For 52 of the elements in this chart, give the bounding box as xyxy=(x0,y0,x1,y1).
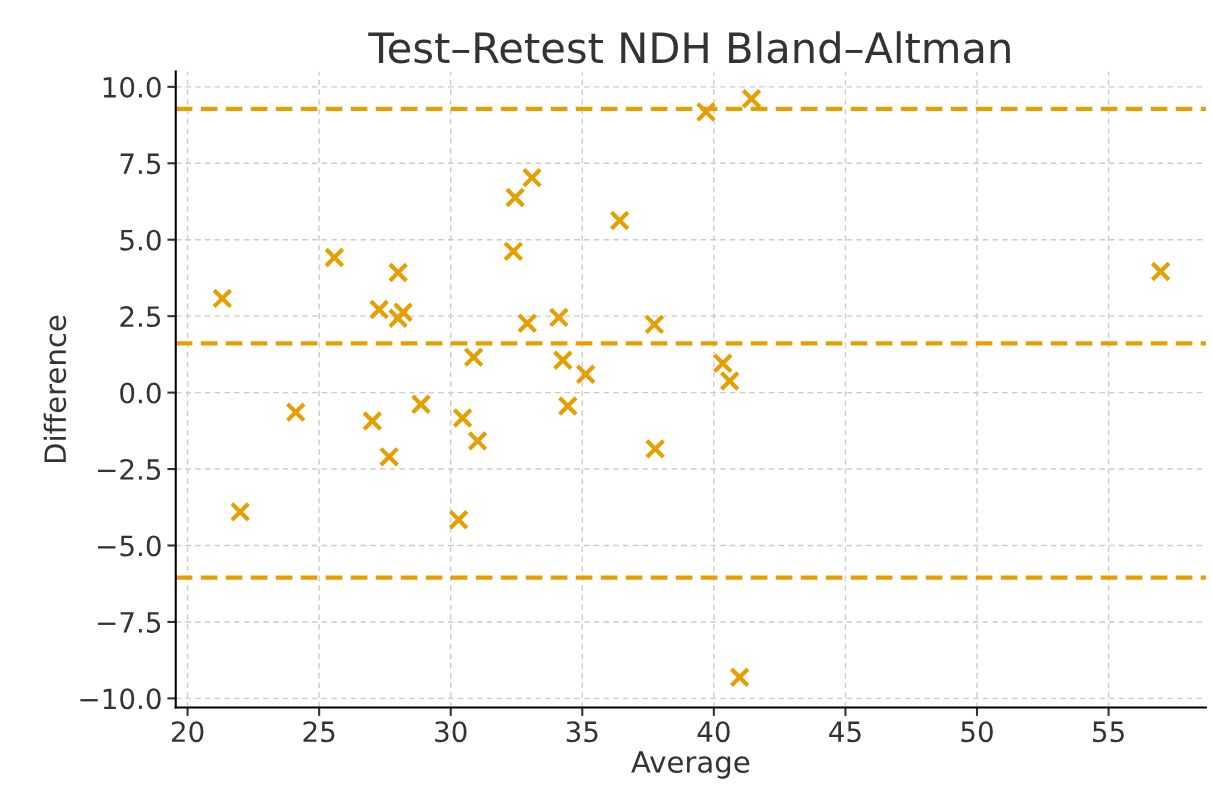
point xyxy=(503,241,524,262)
point xyxy=(387,308,409,329)
point xyxy=(609,210,630,231)
y-tick-label: 5.0 xyxy=(120,229,161,251)
y-tick-label: −2.5 xyxy=(98,458,161,480)
point xyxy=(467,430,488,452)
point xyxy=(695,101,717,123)
point xyxy=(644,438,666,460)
point xyxy=(229,501,251,523)
point xyxy=(324,247,345,268)
y-tick-label: 2.5 xyxy=(120,306,161,328)
point xyxy=(392,301,414,323)
point xyxy=(362,410,383,432)
point xyxy=(552,349,574,371)
point xyxy=(521,167,543,188)
point xyxy=(452,407,473,429)
x-tick-label: 35 xyxy=(566,721,598,743)
chart-title: Test–Retest NDH Bland–Altman xyxy=(368,31,1010,64)
point xyxy=(285,401,307,423)
point xyxy=(741,88,762,110)
x-tick-label: 40 xyxy=(697,721,730,743)
x-tick-label: 55 xyxy=(1093,721,1124,743)
point xyxy=(719,370,740,392)
point xyxy=(504,187,526,208)
point xyxy=(368,299,390,320)
x-tick-label: 20 xyxy=(171,721,204,743)
y-tick-label: −7.5 xyxy=(98,612,161,633)
y-tick-label: 0.0 xyxy=(120,382,161,404)
x-tick-label: 50 xyxy=(961,721,993,743)
point xyxy=(1150,261,1171,282)
y-tick-label: −5.0 xyxy=(98,535,161,557)
x-axis-title: Average xyxy=(631,751,750,779)
y-tick-label: 10.0 xyxy=(103,76,161,98)
y-tick-label: 7.5 xyxy=(120,153,161,175)
point xyxy=(557,395,579,417)
point xyxy=(410,393,432,415)
point xyxy=(378,446,400,468)
point xyxy=(712,352,734,374)
point xyxy=(212,288,233,309)
y-axis-title: Difference xyxy=(43,315,67,463)
point xyxy=(463,346,484,368)
y-tick-label: −10.0 xyxy=(80,688,161,710)
point xyxy=(548,307,570,328)
point xyxy=(448,509,469,531)
point xyxy=(387,262,409,283)
point xyxy=(516,312,538,334)
x-tick-label: 45 xyxy=(829,721,861,743)
point xyxy=(575,363,597,385)
x-tick-label: 30 xyxy=(435,721,467,743)
point xyxy=(729,666,750,688)
point xyxy=(644,314,665,335)
x-tick-label: 25 xyxy=(303,721,335,743)
